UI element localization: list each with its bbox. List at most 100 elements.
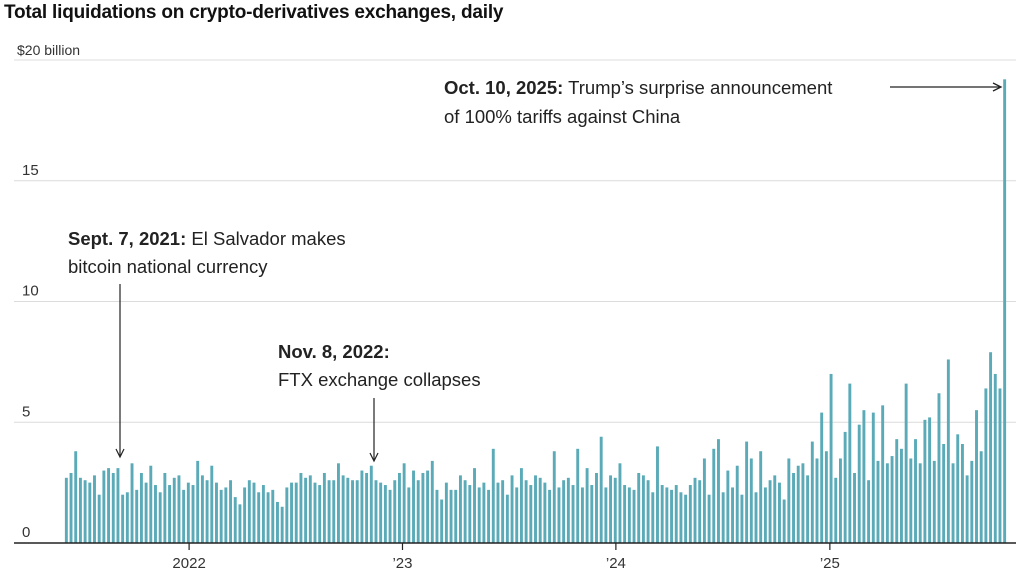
bar: [693, 477, 697, 543]
bar: [698, 480, 702, 543]
bar: [717, 439, 720, 543]
annotation-nov-2022-line2: FTX exchange collapses: [278, 369, 481, 390]
bar: [327, 480, 331, 543]
bar: [294, 482, 298, 544]
bar: [243, 487, 247, 543]
bar: [735, 465, 739, 543]
bar: [505, 494, 509, 543]
bar: [252, 482, 256, 544]
x-axis-ticks: 2022 ’23 ’24 ’25: [172, 543, 840, 572]
bar: [458, 475, 462, 543]
bar: [299, 472, 303, 543]
bar: [562, 480, 566, 543]
bar: [341, 475, 345, 543]
bar: [529, 485, 533, 543]
bar: [200, 475, 204, 543]
bar: [862, 410, 866, 543]
bar: [571, 485, 575, 543]
bar: [487, 489, 491, 543]
bar: [679, 492, 683, 543]
bar: [83, 480, 87, 543]
bar: [125, 492, 129, 543]
bar: [191, 485, 195, 543]
bar: [782, 499, 786, 543]
bar: [215, 482, 218, 544]
bar: [829, 373, 833, 543]
bar: [393, 480, 397, 543]
bar: [731, 487, 734, 543]
bar: [421, 472, 425, 543]
bar: [754, 492, 758, 543]
bar: [651, 492, 655, 543]
bar: [454, 489, 458, 543]
bar: [609, 475, 613, 543]
bar: [482, 482, 486, 544]
x-tick-label: ’25: [820, 555, 840, 572]
bar: [848, 383, 852, 543]
chart-title: Total liquidations on crypto-derivatives…: [4, 2, 504, 23]
y-tick-label: 0: [22, 524, 30, 541]
bar: [726, 470, 730, 543]
bar: [285, 487, 289, 543]
bar: [97, 494, 101, 543]
annotation-oct-2025-line1: Trump’s surprise announcement: [563, 77, 832, 98]
bar: [351, 480, 354, 543]
y-tick-label: 10: [22, 283, 39, 300]
bar: [627, 487, 631, 543]
bar: [909, 458, 913, 543]
bar: [205, 480, 209, 543]
bar: [623, 485, 627, 543]
bar: [942, 443, 946, 543]
bar: [660, 485, 664, 543]
bar: [229, 480, 233, 543]
bar: [810, 441, 814, 543]
bar: [834, 477, 838, 543]
bar: [257, 492, 261, 543]
bar: [158, 492, 162, 543]
bar: [815, 458, 819, 543]
bar: [721, 492, 725, 543]
bar: [435, 489, 439, 543]
bar: [304, 477, 308, 543]
annotation-sept-2021-line1: El Salvador makes: [186, 228, 345, 249]
bar: [121, 494, 125, 543]
bar: [196, 460, 200, 543]
bar: [895, 439, 899, 543]
bar: [768, 480, 772, 543]
bar: [74, 451, 78, 543]
bar: [670, 489, 674, 543]
bar: [881, 405, 885, 543]
bar: [548, 489, 552, 543]
bar: [853, 472, 856, 543]
bar: [773, 475, 777, 543]
bar: [707, 494, 711, 543]
y-tick-label: 5: [22, 403, 30, 420]
bar: [951, 463, 955, 543]
bar: [618, 463, 622, 543]
bar: [740, 494, 744, 543]
bar: [88, 482, 92, 544]
bar: [135, 489, 139, 543]
bar: [186, 482, 190, 544]
bar: [308, 475, 312, 543]
annotation-nov-2022-arrowhead: [369, 452, 379, 463]
bar: [576, 448, 580, 543]
bar: [970, 460, 974, 543]
bar: [416, 480, 420, 543]
bar: [993, 373, 997, 543]
annotation-nov-2022-date: Nov. 8, 2022:: [278, 341, 390, 362]
bar: [144, 482, 148, 544]
bar: [979, 451, 983, 543]
bar: [130, 463, 134, 543]
bar: [904, 383, 908, 543]
bar: [224, 487, 228, 543]
bar: [613, 477, 617, 543]
bar: [219, 489, 223, 543]
bar: [956, 434, 960, 543]
bar: [820, 412, 824, 543]
bar: [688, 485, 692, 543]
bar: [407, 487, 411, 543]
bar: [238, 504, 242, 543]
bar: [712, 448, 716, 543]
